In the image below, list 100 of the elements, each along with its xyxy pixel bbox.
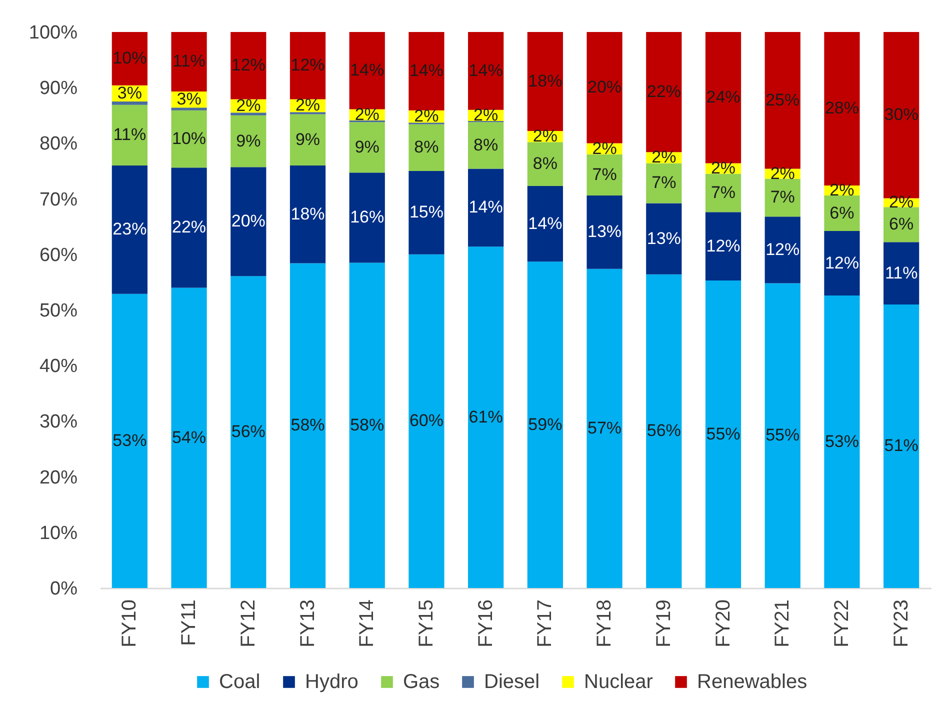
x-tick-label: FY16 [474,600,497,648]
bar [408,32,444,110]
data-label: 22% [172,218,206,237]
bar [824,195,860,232]
data-label: 16% [350,208,384,227]
x-tick-label: FY23 [890,600,912,648]
data-label: 6% [830,203,854,222]
data-label: 12% [231,56,266,75]
bar [171,168,207,288]
data-label: 23% [112,220,147,239]
bar [230,115,266,168]
bar [824,296,860,588]
data-label: 2% [354,104,380,124]
bar [349,172,385,263]
data-label: 20% [588,78,622,97]
bar [171,108,207,110]
data-label: 9% [236,131,261,150]
data-label: 53% [112,430,147,450]
data-label: 24% [706,88,740,107]
bar [586,32,622,144]
x-tick-label: FY17 [534,600,556,648]
y-tick-label: 50% [39,300,78,322]
bar [705,212,742,281]
bar [171,32,207,92]
data-label: 28% [824,98,859,118]
x-tick-label: FY13 [296,600,319,648]
bar [290,32,326,100]
data-label: 13% [646,228,681,248]
data-label: 12% [706,236,740,256]
data-label: 53% [824,432,859,451]
y-tick-label: 30% [39,412,78,433]
data-label: 2% [710,158,736,178]
data-label: 8% [414,138,439,157]
x-tick-label: FY15 [415,600,438,648]
bar [230,276,266,588]
data-label: 58% [350,415,384,434]
bar [586,195,622,269]
data-label: 12% [766,240,800,259]
bar [171,288,207,588]
bar [468,246,504,588]
y-tick-label: 90% [39,78,78,100]
data-label: 30% [884,105,918,124]
bar [230,167,266,276]
bar [824,231,860,296]
bar [112,104,148,166]
data-label: 13% [588,222,622,242]
bar [230,112,266,116]
y-tick-label: 70% [39,189,78,210]
bar [112,294,148,588]
data-label: 14% [468,198,503,217]
bar [646,163,682,204]
data-label: 7% [710,182,736,202]
data-label: 11% [172,52,206,71]
data-label: 60% [409,411,444,430]
bar [527,32,563,131]
x-tick-label: FY10 [118,600,141,648]
data-label: 2% [592,138,617,158]
legend-label: Nuclear [584,671,654,693]
bar [705,32,742,164]
data-label: 7% [592,164,617,184]
bar [408,171,444,254]
x-tick-label: FY22 [830,600,853,648]
data-label: 14% [468,60,503,80]
y-tick-label: 60% [39,244,78,266]
data-label: 58% [290,416,325,435]
bar [764,216,800,284]
data-label: 55% [706,424,740,444]
bar [527,262,563,588]
data-label: 8% [532,154,558,174]
data-label: 2% [830,180,854,200]
data-label: 57% [588,418,622,438]
data-label: 14% [350,60,384,80]
data-label: 7% [770,188,795,207]
bar [705,280,742,588]
bar [230,32,266,100]
data-label: 7% [652,173,676,192]
y-tick-label: 0% [50,578,78,600]
data-label: 20% [231,212,266,231]
data-label: 18% [528,71,562,90]
data-label: 6% [889,214,914,234]
data-label: 2% [532,126,558,146]
data-label: 12% [290,56,325,75]
data-label: 9% [354,137,380,156]
legend-label: Gas [403,671,440,693]
bar [112,32,148,86]
bar [764,283,800,588]
bar [824,32,860,186]
x-tick-label: FY11 [178,600,200,646]
bar [468,32,504,110]
bar [112,165,148,294]
data-label: 25% [766,90,800,110]
data-label: 18% [290,204,325,224]
data-label: 2% [652,148,676,167]
data-label: 2% [889,192,914,212]
x-tick-label: FY12 [237,600,260,648]
x-tick-label: FY14 [356,600,378,648]
bar [408,124,444,171]
x-tick-label: FY18 [594,600,616,648]
bar [468,122,504,169]
bar [349,262,385,588]
